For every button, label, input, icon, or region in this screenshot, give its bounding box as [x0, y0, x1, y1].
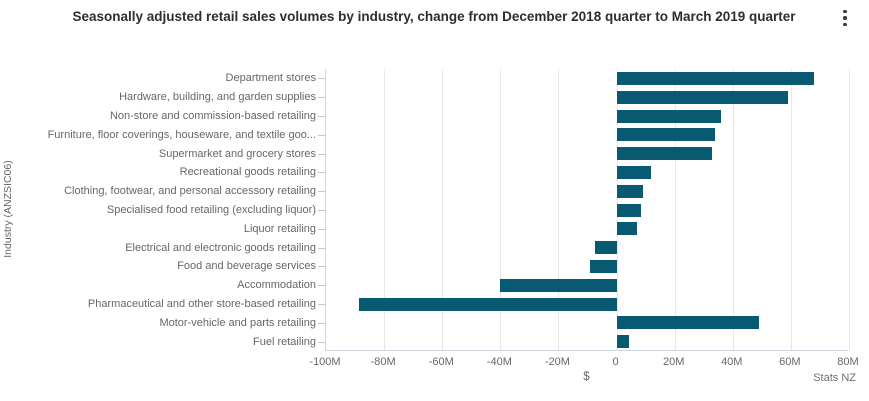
category-labels: Department stores Hardware, building, and… [0, 69, 316, 351]
category-label-12: Pharmaceutical and other store-based ret… [87, 297, 316, 310]
y-tick-mark [318, 97, 325, 99]
kebab-dot [843, 9, 847, 14]
kebab-menu-icon[interactable] [836, 7, 854, 29]
kebab-dot [843, 22, 847, 27]
bar-6[interactable] [616, 184, 643, 198]
bar-12[interactable] [359, 297, 617, 311]
y-tick-mark [318, 153, 325, 155]
category-label-2: Non-store and commission-based retailing [109, 109, 316, 122]
gridline-60M [790, 69, 792, 350]
y-tick-mark [318, 134, 325, 136]
bar-7[interactable] [616, 203, 642, 217]
plot-area [325, 69, 850, 351]
x-tick-label-20M: 20M [662, 356, 685, 368]
category-label-1: Hardware, building, and garden supplies [119, 91, 316, 104]
y-tick-mark [318, 210, 325, 211]
y-tick-mark [318, 285, 325, 287]
bar-1[interactable] [616, 90, 788, 104]
gridline--80M [384, 69, 386, 350]
y-tick-mark [318, 172, 325, 174]
bar-8[interactable] [616, 222, 637, 236]
category-label-14: Fuel retailing [253, 335, 316, 348]
category-label-0: Department stores [225, 72, 316, 85]
x-tick-label--60M: -60M [428, 356, 454, 368]
bar-14[interactable] [616, 335, 630, 349]
bar-5[interactable] [616, 165, 652, 179]
y-tick-mark [318, 78, 325, 80]
category-label-4: Supermarket and grocery stores [158, 147, 316, 160]
bar-10[interactable] [590, 259, 617, 273]
category-label-8: Liquor retailing [243, 222, 316, 235]
y-tick-mark [318, 116, 325, 117]
bar-3[interactable] [616, 128, 716, 142]
bar-11[interactable] [500, 278, 617, 292]
kebab-dot [843, 16, 847, 20]
x-tick-label--80M: -80M [370, 356, 396, 368]
category-label-13: Motor-vehicle and parts retailing [159, 316, 316, 329]
gridline--40M [500, 69, 502, 350]
y-tick-mark [318, 322, 325, 324]
category-label-6: Clothing, footwear, and personal accesso… [64, 185, 316, 198]
x-tick-label-60M: 60M [779, 356, 801, 368]
category-label-5: Recreational goods retailing [179, 166, 316, 179]
y-tick-mark [318, 191, 325, 193]
x-tick-label-0: 0 [612, 356, 619, 368]
category-label-7: Specialised food retailing (excluding li… [106, 203, 316, 216]
x-tick-label-80M: 80M [837, 356, 859, 368]
source-label: Stats NZ [813, 372, 856, 384]
bar-2[interactable] [616, 109, 722, 123]
gridline-20M [674, 69, 676, 350]
x-tick-label--40M: -40M [486, 356, 512, 368]
x-axis-title: $ [583, 371, 590, 383]
gridline-40M [732, 69, 734, 350]
gridline-80M [849, 69, 850, 350]
chart-title: Seasonally adjusted retail sales volumes… [72, 9, 796, 24]
category-label-10: Food and beverage services [177, 260, 316, 273]
bar-0[interactable] [616, 71, 815, 85]
x-axis-tick-labels: -100M -80M -60M -40M -20M 0 20M 40M 60M 80M [309, 356, 858, 370]
x-tick-label--20M: -20M [544, 356, 570, 368]
x-tick-label-40M: 40M [721, 356, 743, 368]
y-tick-mark [318, 304, 325, 305]
y-tick-mark [318, 341, 325, 343]
gridline--60M [442, 69, 444, 350]
y-tick-mark [318, 266, 325, 268]
y-tick-mark [318, 247, 325, 249]
gridline--20M [558, 69, 560, 350]
bar-4[interactable] [616, 147, 713, 161]
x-tick-label--100M: -100M [309, 356, 341, 368]
category-label-11: Accommodation [237, 279, 316, 292]
category-label-3: Furniture, floor coverings, houseware, a… [47, 128, 316, 141]
bar-13[interactable] [616, 316, 759, 330]
y-tick-mark [318, 228, 325, 230]
category-label-9: Electrical and electronic goods retailin… [125, 241, 316, 254]
bar-9[interactable] [595, 241, 617, 255]
